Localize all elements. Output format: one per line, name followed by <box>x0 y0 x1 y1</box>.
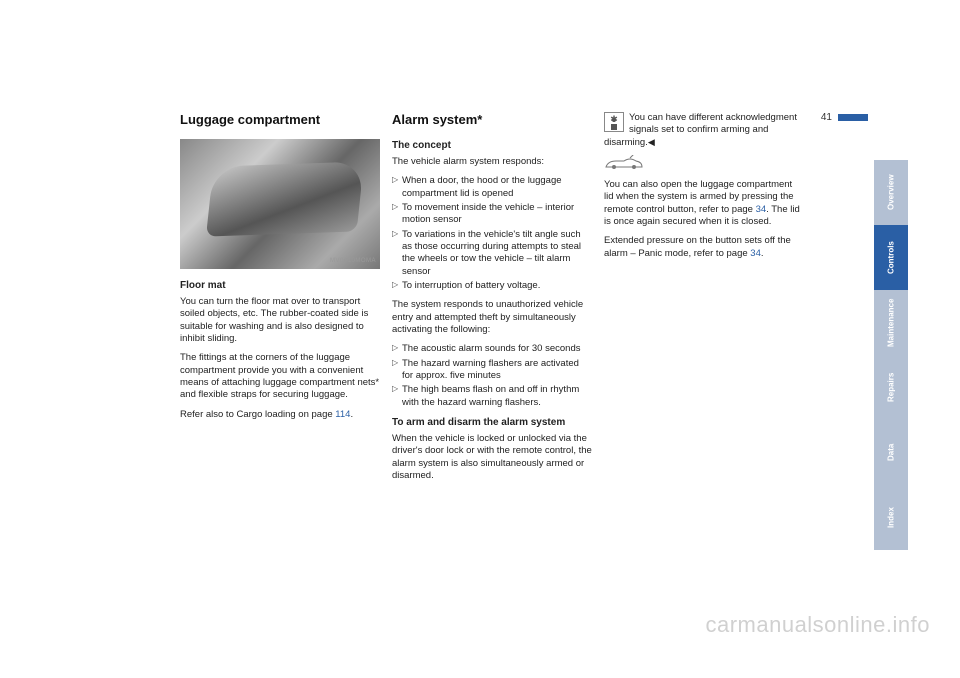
floor-mat-p3: Refer also to Cargo loading on page 114. <box>180 409 380 421</box>
bullet: To interruption of battery voltage. <box>392 280 592 292</box>
p3b: . <box>350 409 353 420</box>
bullet: The acoustic alarm sounds for 30 seconds <box>392 343 592 355</box>
floor-mat-p1: You can turn the floor mat over to trans… <box>180 296 380 345</box>
bullets-triggers: When a door, the hood or the luggage com… <box>392 175 592 292</box>
panic-para: Extended pressure on the button sets off… <box>604 235 804 260</box>
note-block: You can have different acknowledgment si… <box>604 112 804 151</box>
page-ref-34a[interactable]: 34 <box>756 204 767 215</box>
column-2: Alarm system* The concept The vehicle al… <box>392 112 592 582</box>
floor-mat-photo: MV0010MOMA <box>180 139 380 269</box>
bullet: To movement inside the vehicle – interio… <box>392 202 592 227</box>
note-text: You can have different acknowledgment si… <box>604 112 804 149</box>
photo-code: MV0010MOMA <box>330 258 376 266</box>
p2b: . <box>761 248 764 259</box>
column-3: You can have different acknowledgment si… <box>604 112 804 582</box>
end-triangle-icon: ◀ <box>648 137 655 147</box>
column-1: Luggage compartment MV0010MOMA Floor mat… <box>180 112 380 582</box>
page-content: Luggage compartment MV0010MOMA Floor mat… <box>180 112 900 582</box>
subheading-arm: To arm and disarm the alarm system <box>392 416 592 429</box>
bullet: To variations in the vehicle's tilt angl… <box>392 229 592 278</box>
subheading-concept: The concept <box>392 139 592 152</box>
note-span: You can have different acknowledgment si… <box>604 112 797 148</box>
arm-para: When the vehicle is locked or unlocked v… <box>392 433 592 482</box>
bullet: When a door, the hood or the luggage com… <box>392 175 592 200</box>
floor-mat-p2: The fittings at the corners of the lugga… <box>180 352 380 401</box>
person-note-icon <box>604 112 624 132</box>
page-ref-114[interactable]: 114 <box>335 409 350 420</box>
bullet: The hazard warning flashers are activate… <box>392 358 592 383</box>
open-luggage-para: You can also open the luggage compartmen… <box>604 179 804 228</box>
response-intro: The system responds to unauthorized vehi… <box>392 299 592 336</box>
subheading-floor-mat: Floor mat <box>180 279 380 292</box>
bullet: The high beams flash on and off in rhyth… <box>392 384 592 409</box>
page-ref-34b[interactable]: 34 <box>750 248 761 259</box>
bullets-responses: The acoustic alarm sounds for 30 seconds… <box>392 343 592 409</box>
concept-intro: The vehicle alarm system responds: <box>392 156 592 168</box>
heading-luggage: Luggage compartment <box>180 112 380 129</box>
p3a: Refer also to Cargo loading on page <box>180 409 335 420</box>
heading-alarm: Alarm system* <box>392 112 592 129</box>
car-key-icon <box>604 155 644 171</box>
watermark: carmanualsonline.info <box>705 612 930 638</box>
